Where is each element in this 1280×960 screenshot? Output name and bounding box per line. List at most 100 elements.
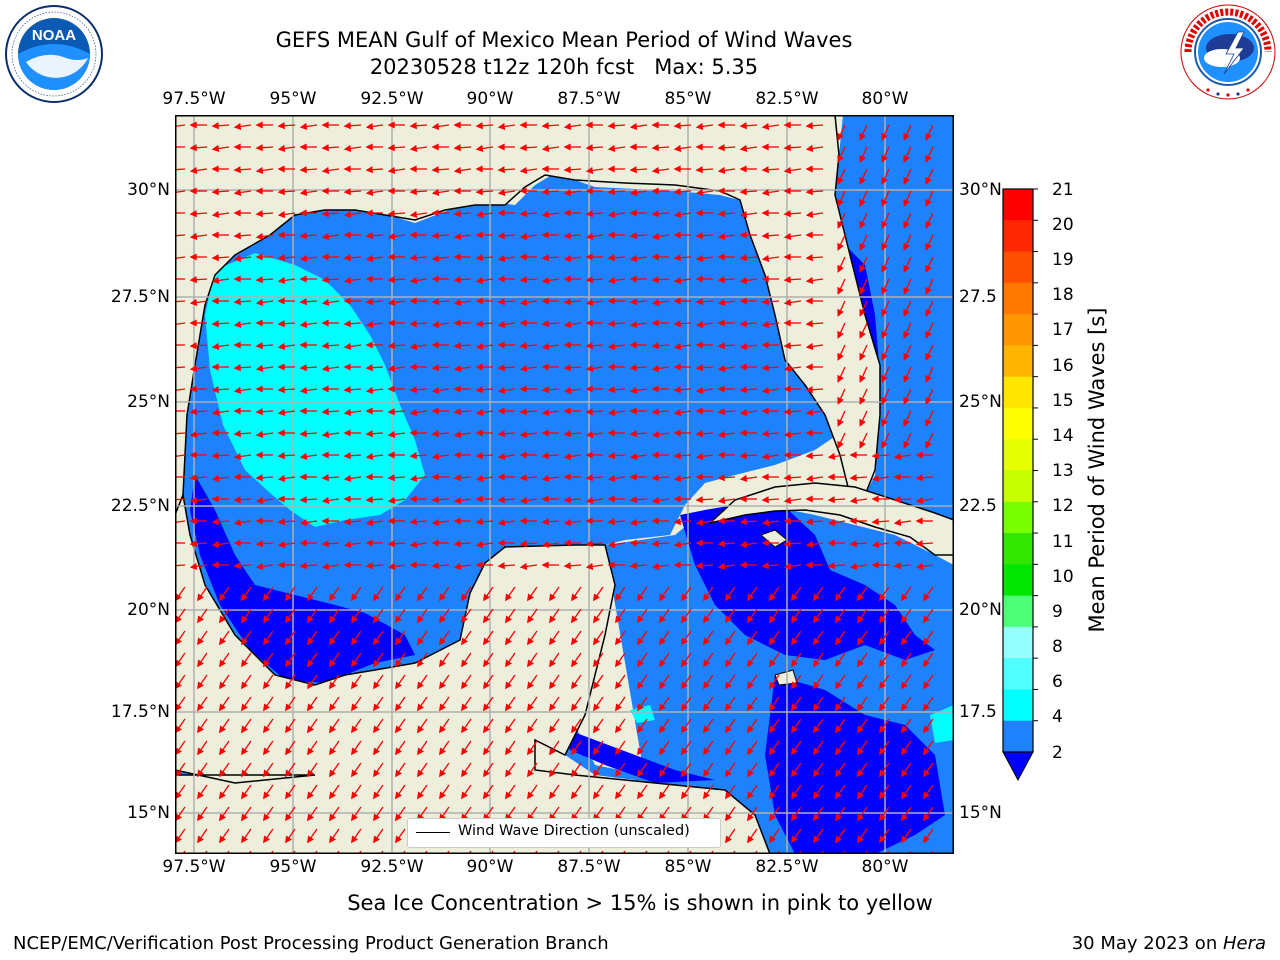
wind-arrow-head <box>497 430 505 438</box>
wind-arrow-head <box>680 703 688 712</box>
wind-arrow-head <box>475 276 484 284</box>
wind-arrow-head <box>438 615 446 624</box>
wind-arrow-head <box>768 725 776 734</box>
wind-arrow-head <box>262 659 270 668</box>
colorbar-segment <box>1003 220 1033 253</box>
wind-arrow-head <box>387 451 395 459</box>
wind-arrow-head <box>343 386 351 394</box>
wind-arrow-head <box>497 275 505 283</box>
lat-tick-left: 27.5°N <box>110 287 170 307</box>
wind-arrow-head <box>299 232 307 240</box>
wind-arrow-head <box>607 320 615 328</box>
wind-arrow-head <box>365 341 373 349</box>
wind-arrow-head <box>585 166 594 174</box>
wind-arrow-head <box>859 132 866 141</box>
wind-arrow-head <box>306 681 314 690</box>
wind-arrow-head <box>277 518 285 526</box>
wind-arrow-head <box>343 210 352 218</box>
wind-arrow-head <box>526 725 534 734</box>
wind-arrow-head <box>321 210 329 218</box>
colorbar-tick: 18 <box>1052 285 1074 305</box>
wind-arrow-head <box>255 342 263 350</box>
wind-arrow-head <box>739 518 747 526</box>
wind-arrow-head <box>629 386 638 394</box>
wind-arrow-head <box>321 562 330 570</box>
wind-arrow-head <box>416 747 424 756</box>
chart-subtitle: 20230528 t12z 120h fcst Max: 5.35 <box>369 55 759 79</box>
wind-arrow-head <box>739 452 747 460</box>
wind-arrow-head <box>805 363 813 371</box>
wind-arrow-head <box>878 813 886 822</box>
wind-arrow-head <box>196 703 204 712</box>
wind-arrow-head <box>881 220 888 229</box>
wind-arrow-head <box>365 407 373 415</box>
wind-arrow-head <box>903 154 910 163</box>
wind-arrow-head <box>746 813 754 822</box>
wind-arrow-head <box>189 451 197 459</box>
wind-arrow-head <box>717 408 725 416</box>
wind-arrow-head <box>475 342 484 350</box>
wind-arrow-head <box>211 363 219 371</box>
wind-arrow-head <box>878 615 886 624</box>
wind-arrow-head <box>903 286 910 295</box>
wind-arrow-head <box>365 209 373 217</box>
wind-arrow-head <box>438 659 446 668</box>
wind-arrow-head <box>805 297 813 305</box>
wind-arrow-head <box>695 496 703 504</box>
wind-arrow-head <box>856 593 864 602</box>
wind-arrow-head <box>255 121 263 129</box>
wind-arrow <box>175 124 186 128</box>
wind-arrow-head <box>834 659 842 668</box>
wind-arrow-head <box>768 747 776 756</box>
wind-arrow-head <box>321 474 329 482</box>
wind-arrow-head <box>871 518 879 526</box>
wind-arrow-head <box>856 747 864 756</box>
wind-arrow-head <box>812 769 820 778</box>
wind-arrow-head <box>548 615 556 624</box>
wind-arrow-head <box>497 562 505 570</box>
lon-tick-top: 95°W <box>269 89 317 109</box>
wind-arrow-head <box>277 363 285 371</box>
wind-arrow-head <box>900 615 908 624</box>
wind-arrow-head <box>903 198 910 207</box>
wind-arrow-head <box>541 386 549 394</box>
wind-arrow-head <box>834 637 842 646</box>
wind-arrow-head <box>218 791 226 800</box>
wind-arrow-head <box>211 254 219 262</box>
wind-arrow-head <box>453 298 462 306</box>
wind-arrow-head <box>233 232 241 240</box>
wind-arrow-head <box>903 264 910 273</box>
wind-arrow-head <box>658 725 666 734</box>
wind-arrow-head <box>431 143 439 151</box>
wind-arrow-head <box>805 276 814 284</box>
wind-arrow-head <box>805 474 814 482</box>
wind-arrow-head <box>519 540 527 548</box>
wind-arrow-head <box>739 165 747 173</box>
wind-arrow-head <box>343 429 351 437</box>
wind-arrow-head <box>651 496 660 504</box>
wind-arrow-head <box>328 769 336 778</box>
wind-arrow-head <box>409 474 418 482</box>
wind-arrow-head <box>416 769 424 778</box>
wind-arrow-head <box>482 615 490 624</box>
wind-arrow-head <box>475 561 483 569</box>
wind-arrow-head <box>790 813 798 822</box>
wind-arrow-head <box>233 188 242 196</box>
wind-arrow-head <box>211 495 219 503</box>
wind-arrow-head <box>365 188 374 196</box>
wind-arrow-head <box>196 659 204 668</box>
wind-arrow-head <box>900 769 908 778</box>
wind-arrow-head <box>541 363 549 371</box>
wind-arrow-head <box>365 143 373 151</box>
wind-arrow-head <box>262 725 270 734</box>
wind-arrow-head <box>526 703 534 712</box>
wind-arrow-head <box>218 637 226 646</box>
wind-arrow <box>175 564 186 567</box>
wind-arrow-head <box>255 276 263 284</box>
wind-arrow-head <box>925 418 932 427</box>
wind-arrow-head <box>859 308 866 317</box>
wind-arrow-head <box>563 452 572 460</box>
colorbar-segment <box>1003 658 1033 690</box>
wind-arrow-head <box>570 659 578 668</box>
wind-arrow-head <box>651 187 659 195</box>
